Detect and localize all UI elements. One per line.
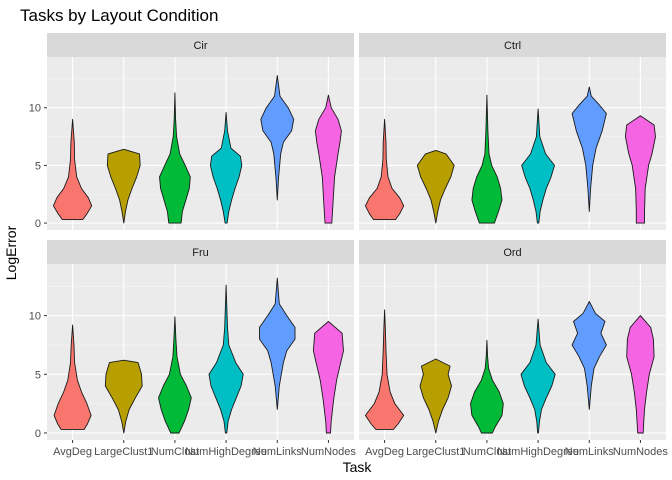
violin-largeclust1 [416,149,455,224]
x-tick-label: NumClust [463,446,511,458]
violin-largeclust1 [106,148,141,224]
violin-numlinks [571,86,607,212]
violin-avgdeg [53,324,92,430]
panel-background [359,264,666,440]
facet-strip [47,33,354,57]
violin-numhighdegree [521,108,555,224]
violin-avgdeg [52,118,93,221]
x-tick-label: NumClust [151,446,199,458]
y-tick-label: 0 [35,428,41,440]
violin-largeclust1 [419,358,452,434]
facet-panel-fru: Fru 0 5 10 AvgDeg LargeClust1NumClustNumHighD… [29,240,357,458]
facet-strip-label: Cir [193,40,207,52]
facet-panel-ctrl: Ctrl [359,33,666,230]
violin-numnodes [312,321,344,434]
violin-numclust [158,316,192,434]
violin-numlinks [259,277,296,410]
panel-background [47,264,354,440]
facet-strip [47,240,354,264]
y-tick-label: 10 [29,103,41,115]
violin-numclust [471,94,503,224]
violin-avgdeg [364,309,405,430]
violin-numnodes [624,115,656,224]
x-tick-label: NumHighDegree [497,446,579,458]
facet-panel-ord: Ord AvgDeg LargeClust1NumClustNumHighDegre… [359,240,668,458]
y-tick-label: 10 [29,311,41,323]
violin-largeclust1 [104,359,143,434]
y-tick-label: 5 [35,369,41,381]
violin-avgdeg [364,118,405,221]
facet-strip-label: Ctrl [504,40,521,52]
panel-background [359,57,666,230]
x-tick-label: NumHighDegree [185,446,267,458]
violin-numhighdegree [209,111,243,224]
y-axis-title: LogError [3,225,19,280]
x-tick-label: NumNodes [613,446,669,458]
facet-strip-label: Ord [503,247,521,259]
facet-panel-cir: Cir 0 5 10 [29,33,354,230]
violin-numclust [470,339,504,434]
violin-numnodes [314,94,342,224]
x-tick-label: NumNodes [301,446,357,458]
y-tick-label: 0 [35,218,41,230]
violin-numclust [159,92,191,224]
violin-numnodes [626,315,655,434]
facet-strip-label: Fru [192,247,209,259]
violin-numlinks [571,301,607,410]
x-tick-label: LargeClust1 [94,446,153,458]
x-tick-label: NumLinks [253,446,302,458]
y-tick-label: 5 [35,160,41,172]
x-tick-label: AvgDeg [365,446,404,458]
x-tick-label: NumLinks [565,446,614,458]
x-tick-label: AvgDeg [53,446,92,458]
violin-numhighdegree [208,284,244,434]
facet-strip [359,240,666,264]
violin-numhighdegree [520,318,556,434]
x-tick-label: LargeClust1 [406,446,465,458]
x-axis-title: Task [343,459,373,475]
facet-strip [359,33,666,57]
panel-background [47,57,354,230]
violin-numlinks [260,75,295,201]
chart-title: Tasks by Layout Condition [20,6,218,25]
